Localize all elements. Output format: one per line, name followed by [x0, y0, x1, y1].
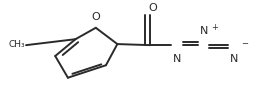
Text: N: N — [229, 54, 237, 64]
Text: +: + — [210, 23, 217, 32]
Text: −: − — [240, 39, 247, 48]
Text: CH₃: CH₃ — [8, 40, 25, 49]
Text: O: O — [91, 12, 100, 22]
Text: N: N — [199, 26, 207, 36]
Text: N: N — [172, 54, 180, 64]
Text: O: O — [148, 3, 157, 13]
